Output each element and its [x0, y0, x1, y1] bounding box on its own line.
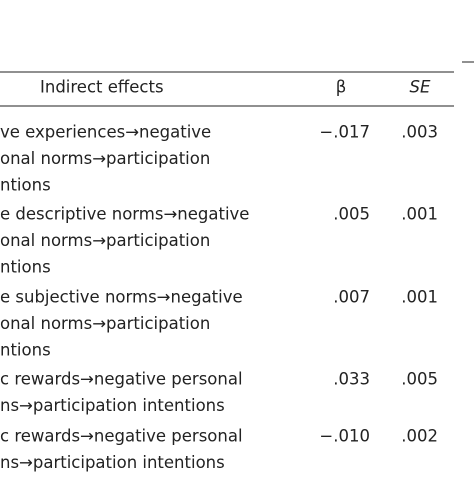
effect-line: ve experiences→negative: [0, 123, 211, 142]
effect-line: c rewards→negative personal: [0, 427, 243, 446]
effect-line: ntions: [0, 258, 51, 277]
header-cell: Indirect effects: [40, 78, 164, 97]
effect-line: onal norms→participation: [0, 149, 210, 168]
effect-line: onal norms→participation: [0, 231, 210, 250]
beta-cell: .007: [333, 288, 370, 307]
effect-line: ns→participation intentions: [0, 453, 225, 472]
header-cell: SE: [410, 78, 431, 97]
effect-line: e subjective norms→negative: [0, 288, 243, 307]
se-cell: .003: [401, 123, 438, 142]
effect-line: ns→participation intentions: [0, 396, 225, 415]
beta-cell: −.017: [319, 123, 370, 142]
se-cell: .001: [401, 288, 438, 307]
effect-line: ntions: [0, 176, 51, 195]
header-cell: β: [336, 78, 347, 97]
effect-line: e descriptive norms→negative: [0, 205, 249, 224]
beta-cell: .005: [333, 205, 370, 224]
beta-cell: −.010: [319, 427, 370, 446]
se-cell: .005: [401, 370, 438, 389]
beta-cell: .033: [333, 370, 370, 389]
se-cell: .002: [401, 427, 438, 446]
effect-line: ntions: [0, 341, 51, 360]
effect-line: onal norms→participation: [0, 314, 210, 333]
se-cell: .001: [401, 205, 438, 224]
effect-line: c rewards→negative personal: [0, 370, 243, 389]
